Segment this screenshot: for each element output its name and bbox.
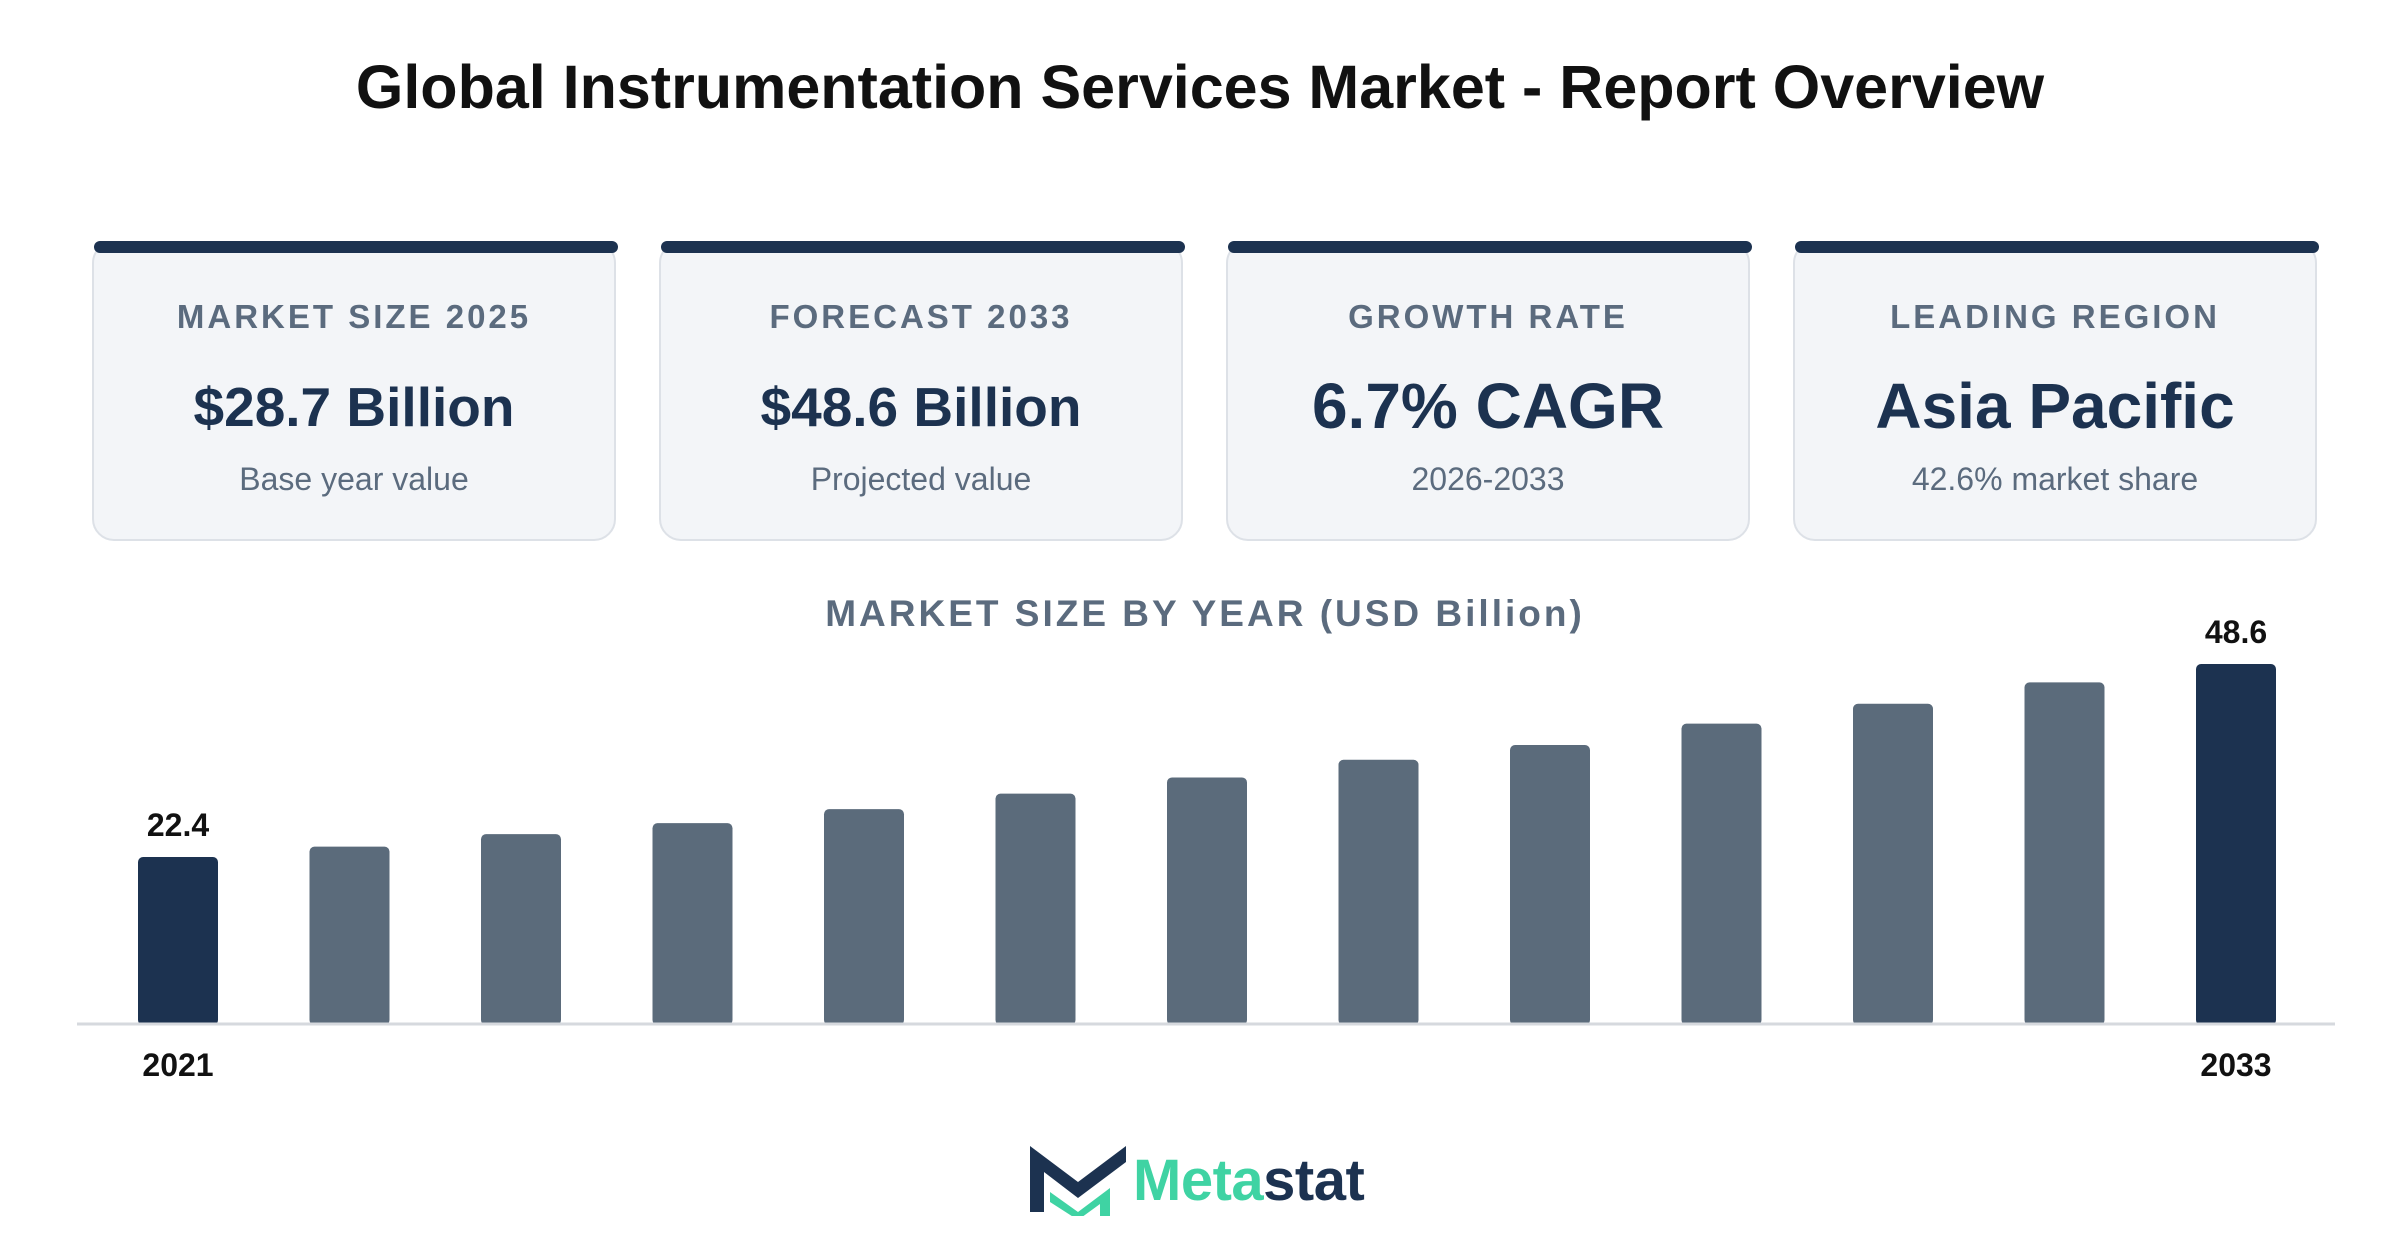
card-label: LEADING REGION <box>1890 298 2220 335</box>
card-value: $48.6 Billion <box>760 376 1082 438</box>
card-subtext: 42.6% market share <box>1911 461 2199 497</box>
wordmark-part-b: stat <box>1263 1148 1365 1213</box>
page-title: Global Instrumentation Services Market -… <box>355 53 2045 121</box>
bar-2030 <box>1681 723 1762 1025</box>
bar-2029 <box>1510 745 1590 1025</box>
bar-2021 <box>138 856 218 1025</box>
forecast-card: FORECAST 2033 $48.6 Billion Projected va… <box>659 241 1185 541</box>
card-label: FORECAST 2033 <box>769 298 1073 335</box>
bar-2027 <box>1167 777 1247 1025</box>
card-value: Asia Pacific <box>1875 370 2235 442</box>
bar-2028 <box>1338 759 1419 1025</box>
chart-title: MARKET SIZE BY YEAR (USD Billion) <box>825 593 1585 634</box>
leading-region-card: LEADING REGION Asia Pacific 42.6% market… <box>1793 241 2319 541</box>
card-subtext: Projected value <box>810 461 1032 497</box>
x-tick-label: 2021 <box>142 1047 213 1083</box>
market-size-card: MARKET SIZE 2025 $28.7 Billion Base year… <box>92 241 618 541</box>
x-tick-label: 2033 <box>2200 1047 2271 1083</box>
card-accent-bar <box>94 241 618 253</box>
bar-2026 <box>995 793 1076 1025</box>
card-label: MARKET SIZE 2025 <box>176 298 532 335</box>
bar-2032 <box>2024 682 2105 1025</box>
card-accent-bar <box>661 241 1185 253</box>
card-label: GROWTH RATE <box>1348 298 1628 335</box>
bar-2022 <box>309 846 390 1025</box>
bar-2024 <box>652 823 733 1025</box>
card-accent-bar <box>1228 241 1752 253</box>
card-subtext: Base year value <box>239 461 469 497</box>
bar-2025 <box>824 809 904 1025</box>
metastat-wordmark: Metastat <box>1133 1147 1365 1214</box>
value-label: 22.4 <box>147 807 209 843</box>
wordmark-part-a: Meta <box>1133 1148 1264 1213</box>
card-value: 6.7% CAGR <box>1311 370 1665 442</box>
growth-rate-card: GROWTH RATE 6.7% CAGR 2026-2033 <box>1226 241 1752 541</box>
card-accent-bar <box>1795 241 2319 253</box>
card-subtext: 2026-2033 <box>1411 461 1565 497</box>
metastat-logo-icon <box>1030 1146 1126 1216</box>
bar-2033 <box>2196 664 2276 1025</box>
bar-2031 <box>1853 703 1933 1025</box>
card-value: $28.7 Billion <box>193 376 515 438</box>
value-label: 48.6 <box>2205 614 2267 650</box>
bar-2023 <box>481 834 561 1025</box>
